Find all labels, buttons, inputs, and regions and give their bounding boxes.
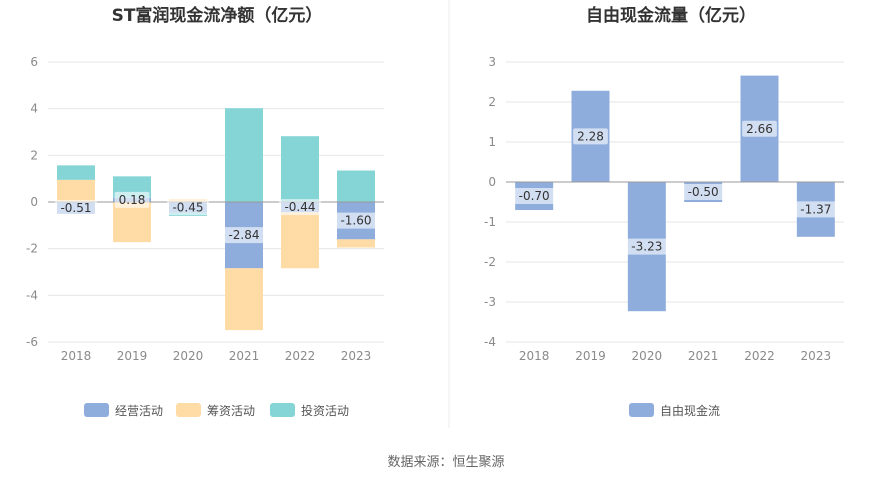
chart-title: ST富润现金流净额（亿元） [112, 5, 323, 26]
bar [225, 268, 263, 331]
x-tick-label: 2019 [117, 349, 148, 363]
bar [281, 136, 319, 202]
legend[interactable]: 经营活动 筹资活动 投资活动 [84, 403, 349, 418]
legend-swatch [629, 403, 654, 417]
data-label-bg [335, 212, 377, 229]
y-tick-label: -3 [484, 295, 496, 309]
data-label: 2.66 [746, 122, 773, 136]
data-label-bg [573, 128, 608, 145]
legend-swatch [176, 403, 201, 417]
legend-swatch [270, 403, 295, 417]
y-tick-label: 1 [488, 135, 496, 149]
data-label-bg [167, 199, 209, 216]
data-label-bg [513, 188, 556, 204]
data-label: 0.18 [119, 193, 146, 207]
legend-label: 筹资活动 [207, 404, 255, 418]
y-tick-label: -4 [484, 335, 496, 349]
data-label: 2.28 [577, 129, 604, 143]
bar [57, 165, 95, 180]
data-label: -3.23 [631, 240, 662, 254]
data-label: -0.70 [519, 189, 550, 203]
bars [515, 75, 835, 312]
data-label: -0.44 [284, 200, 315, 214]
legend-swatch [84, 403, 109, 417]
y-axis: -4 -3 -2 -1 0 1 2 3 [484, 55, 496, 349]
bar [337, 239, 375, 248]
bar [281, 212, 319, 269]
y-tick-label: -2 [484, 255, 496, 269]
bar [337, 170, 375, 202]
source-note: 数据来源：恒生聚源 [387, 455, 504, 470]
data-label-bg [114, 191, 150, 208]
y-tick-label: 0 [488, 175, 496, 189]
data-labels: -0.51 0.18 -0.45 -2.84 -0.44 -1.60 [55, 191, 377, 244]
y-tick-label: -1 [484, 215, 496, 229]
x-axis: 2018 2019 2020 2021 2022 2023 [61, 349, 372, 363]
y-tick-label: 0 [30, 195, 38, 209]
data-label-bg [279, 199, 321, 216]
x-tick-label: 2021 [688, 349, 719, 363]
y-tick-label: 4 [30, 102, 38, 116]
y-tick-label: -2 [26, 242, 38, 256]
y-tick-label: 3 [488, 55, 496, 69]
y-axis: -6 -4 -2 0 2 4 6 [26, 55, 38, 349]
x-tick-label: 2020 [173, 349, 204, 363]
data-label-bg [682, 184, 725, 200]
data-label: -1.60 [340, 214, 371, 228]
y-tick-label: 6 [30, 55, 38, 69]
y-tick-label: -6 [26, 335, 38, 349]
y-tick-label: 2 [488, 95, 496, 109]
x-tick-label: 2019 [575, 349, 606, 363]
bars [57, 108, 375, 331]
bar [57, 179, 95, 202]
x-tick-label: 2021 [229, 349, 260, 363]
x-tick-label: 2022 [285, 349, 316, 363]
y-tick-label: 2 [30, 148, 38, 162]
x-tick-label: 2018 [61, 349, 92, 363]
data-labels: -0.70 2.28 -3.23 -0.50 2.66 -1.37 [513, 120, 837, 255]
data-label-bg [794, 201, 837, 218]
x-tick-label: 2023 [341, 349, 372, 363]
x-tick-label: 2018 [519, 349, 550, 363]
legend-label: 投资活动 [301, 403, 349, 418]
grid-lines [506, 61, 844, 343]
data-label-bg [223, 227, 265, 244]
data-label-bg [625, 238, 668, 255]
legend-label: 自由现金流 [660, 403, 720, 418]
data-label-bg [742, 120, 777, 137]
chart-title: 自由现金流量（亿元） [586, 5, 756, 26]
data-label: -0.51 [60, 201, 91, 215]
legend[interactable]: 自由现金流 [629, 403, 720, 418]
grid-lines [48, 61, 384, 343]
x-axis: 2018 2019 2020 2021 2022 2023 [519, 349, 831, 363]
y-tick-label: -4 [26, 288, 38, 302]
x-tick-label: 2022 [744, 349, 775, 363]
data-label-bg [55, 199, 97, 216]
data-label: -0.45 [172, 200, 203, 214]
data-label: -0.50 [688, 185, 719, 199]
x-tick-label: 2023 [801, 349, 832, 363]
bar [113, 202, 151, 243]
x-tick-label: 2020 [632, 349, 663, 363]
legend-label: 经营活动 [115, 404, 163, 418]
data-label: -1.37 [800, 202, 831, 216]
bar [225, 108, 263, 202]
data-label: -2.84 [228, 228, 259, 242]
